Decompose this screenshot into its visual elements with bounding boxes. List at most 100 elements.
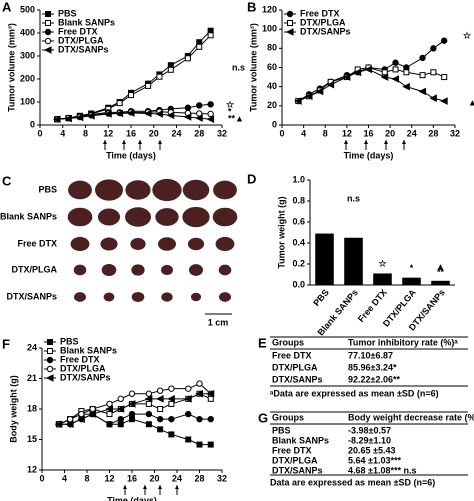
tumor bbox=[161, 292, 173, 302]
marker bbox=[207, 441, 214, 448]
marker bbox=[156, 395, 164, 403]
table-cell: Free DTX bbox=[272, 350, 312, 360]
marker bbox=[168, 385, 175, 392]
annotation: **▲ bbox=[228, 113, 244, 123]
table-header: Groups bbox=[272, 337, 304, 347]
panel-letter: E bbox=[258, 335, 267, 350]
x-tick-label: 20 bbox=[385, 128, 395, 138]
y-tick-label: 80 bbox=[267, 43, 277, 53]
annotation: * bbox=[410, 263, 414, 273]
tumor bbox=[131, 264, 145, 276]
x-tick-label: 20 bbox=[149, 473, 159, 483]
table-cell: 85.96±3.24* bbox=[348, 362, 397, 372]
x-tick-label: 32 bbox=[217, 473, 227, 483]
table-header: Groups bbox=[272, 412, 304, 422]
marker bbox=[183, 113, 192, 121]
bar bbox=[373, 273, 392, 285]
marker bbox=[392, 59, 399, 66]
tumor bbox=[155, 208, 179, 226]
tumor bbox=[215, 236, 235, 252]
legend-label: Free DTX bbox=[300, 8, 340, 18]
dose-arrowhead bbox=[158, 140, 162, 144]
table-cell: DTX/SANPs bbox=[272, 465, 323, 475]
marker bbox=[54, 420, 63, 429]
marker bbox=[286, 10, 294, 18]
marker bbox=[418, 87, 427, 96]
marker bbox=[45, 11, 51, 17]
x-tick-label: 28 bbox=[194, 473, 204, 483]
table-cell: 5.64 ±1.03*** bbox=[348, 455, 401, 465]
marker bbox=[185, 436, 192, 443]
marker bbox=[207, 32, 214, 39]
y-axis-title: Tumor volume (mm³) bbox=[248, 23, 258, 112]
row-label: Blank SANPs bbox=[0, 211, 57, 221]
y-tick-label: 0.0 bbox=[292, 279, 305, 289]
annotation: * bbox=[228, 106, 232, 116]
marker bbox=[156, 415, 164, 423]
y-tick-label: 100 bbox=[20, 96, 35, 106]
marker bbox=[430, 69, 437, 76]
y-tick-label: 400 bbox=[20, 27, 35, 37]
y-tick-label: 0.2 bbox=[292, 258, 305, 268]
marker bbox=[168, 415, 175, 423]
x-tick-label: 28 bbox=[428, 128, 438, 138]
y-tick-label: 0.8 bbox=[292, 195, 305, 205]
marker bbox=[429, 94, 437, 102]
y-axis-title: Body weight (g) bbox=[8, 375, 18, 443]
marker bbox=[46, 365, 54, 373]
y-tick-label: 60 bbox=[267, 62, 277, 72]
tumor bbox=[95, 179, 123, 201]
tumor bbox=[158, 237, 176, 251]
dose-arrowhead bbox=[384, 140, 388, 144]
marker bbox=[184, 395, 192, 403]
tumor bbox=[97, 208, 121, 226]
tumor bbox=[161, 264, 173, 276]
table-cell: 77.10±6.87 bbox=[348, 350, 393, 360]
marker bbox=[403, 69, 410, 76]
marker bbox=[196, 415, 203, 423]
marker bbox=[77, 415, 85, 423]
legend-label: DTX/SANPs bbox=[60, 372, 111, 382]
marker bbox=[391, 75, 400, 83]
tumor bbox=[70, 236, 90, 252]
marker bbox=[105, 405, 113, 413]
marker bbox=[304, 92, 313, 101]
marker bbox=[364, 65, 372, 74]
marker bbox=[196, 102, 203, 109]
x-tick-label: 32 bbox=[450, 128, 460, 138]
y-axis-title: Tumor weight (g) bbox=[276, 196, 286, 268]
marker bbox=[380, 73, 389, 81]
x-tick-label: 24 bbox=[172, 473, 182, 483]
marker bbox=[127, 400, 136, 408]
x-tick-label: 0 bbox=[279, 128, 284, 138]
marker bbox=[185, 410, 192, 418]
annotation: ▲ bbox=[468, 97, 474, 107]
marker bbox=[419, 72, 426, 79]
table-cell: DTX/PLGA bbox=[272, 362, 318, 372]
table-cell: 92.22±2.06** bbox=[348, 374, 400, 384]
row-label: PBS bbox=[38, 184, 57, 194]
y-tick-label: 0 bbox=[30, 119, 35, 129]
marker bbox=[66, 415, 74, 423]
marker bbox=[440, 37, 448, 44]
x-tick-label: 4 bbox=[62, 473, 67, 483]
legend-label: DTX/PLGA bbox=[300, 17, 346, 27]
marker bbox=[195, 114, 203, 122]
legend-label: PBS bbox=[60, 336, 79, 346]
table-cell: DTX/PLGA bbox=[272, 455, 318, 465]
marker bbox=[89, 405, 96, 413]
marker bbox=[143, 109, 152, 118]
tumor bbox=[131, 291, 145, 303]
marker bbox=[185, 385, 192, 392]
panel-letter: D bbox=[247, 171, 256, 186]
marker bbox=[285, 28, 294, 36]
marker bbox=[156, 387, 164, 394]
x-tick-label: 16 bbox=[126, 128, 136, 138]
marker bbox=[342, 73, 351, 81]
marker bbox=[129, 416, 135, 423]
x-axis-title: Time (days) bbox=[106, 150, 156, 160]
marker bbox=[206, 115, 215, 124]
marker bbox=[381, 69, 388, 76]
x-tick-label: 0 bbox=[37, 128, 42, 138]
